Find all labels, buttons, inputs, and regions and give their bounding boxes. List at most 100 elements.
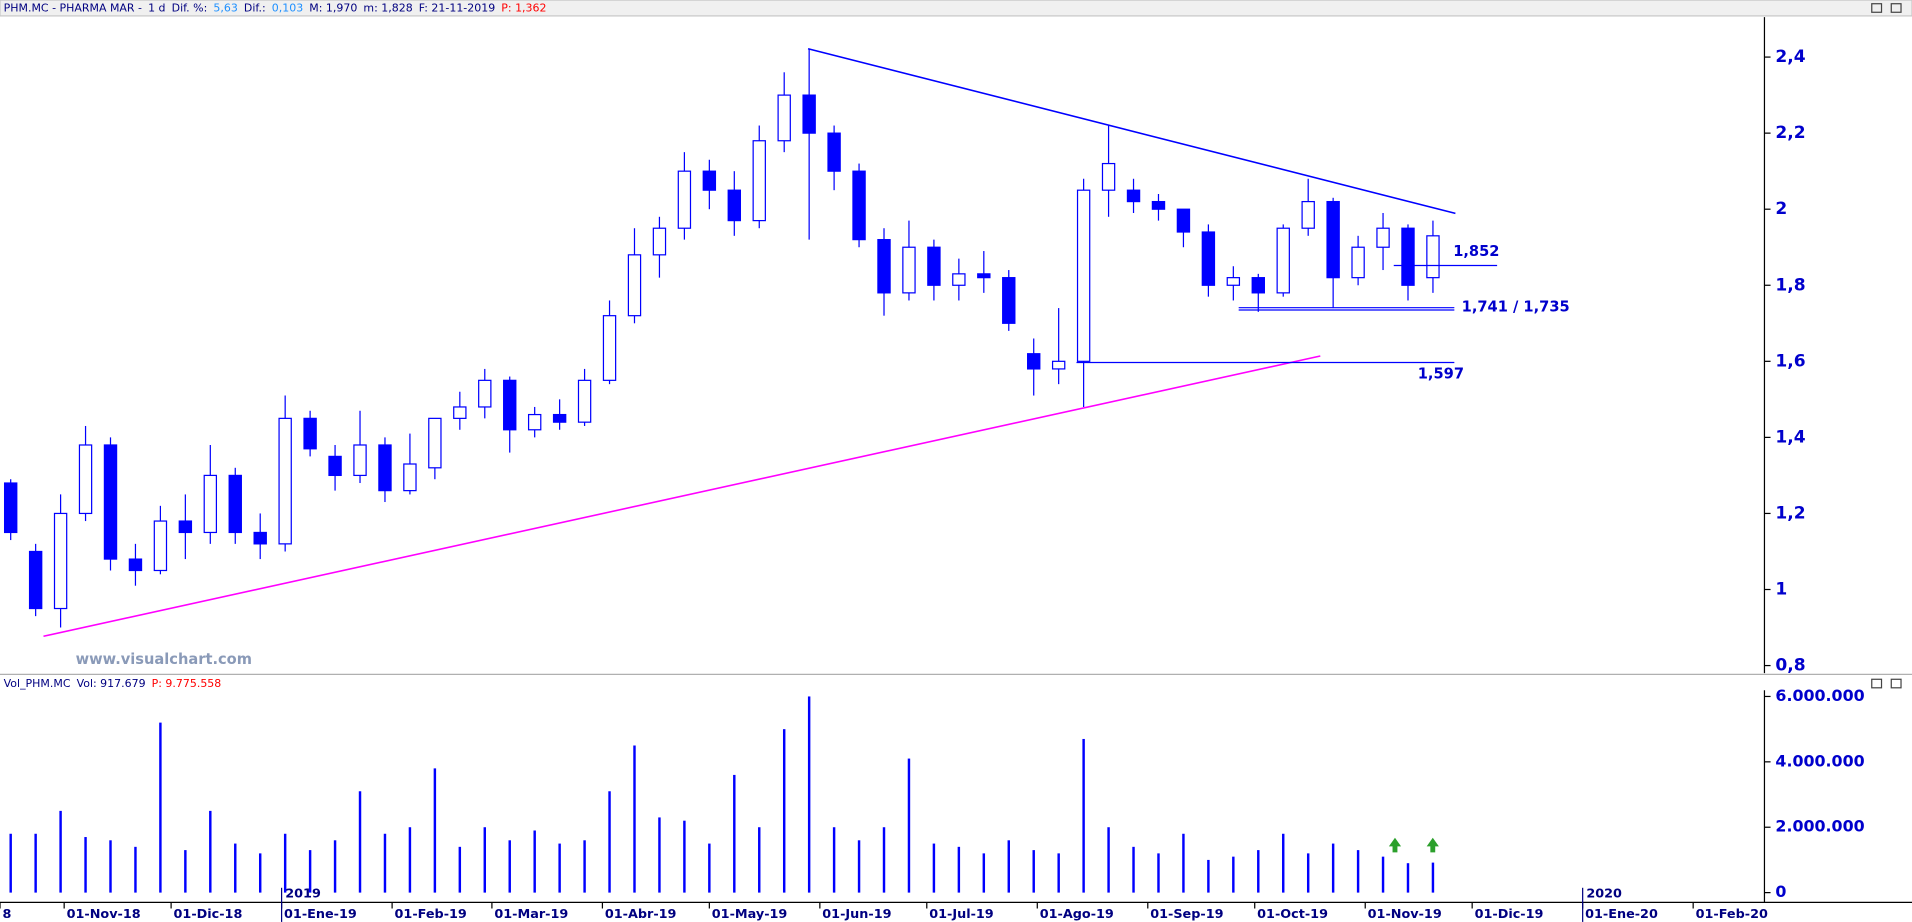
candle-body [228, 474, 242, 534]
candle-body [353, 444, 367, 477]
candle-body [203, 474, 218, 534]
x-tick-label: 01-Feb-20 [1696, 907, 1768, 922]
year-label: 2019 [285, 886, 321, 901]
candle-body [1051, 360, 1066, 370]
up-arrow-icon [1426, 837, 1439, 853]
volume-bar [1306, 853, 1310, 893]
x-tick-label: 01-Sep-19 [1150, 907, 1223, 922]
y-tick-label: 0 [1775, 882, 1786, 901]
candle-body [278, 417, 292, 545]
volume-bar [807, 696, 811, 893]
candle-body [702, 170, 717, 191]
volume-bar [982, 853, 986, 893]
candle-body [877, 239, 891, 294]
y-tick-label: 2,4 [1775, 47, 1805, 67]
minimize-button[interactable] [1871, 678, 1883, 689]
candle-body [1301, 200, 1315, 229]
x-tick-label: 8 [2, 907, 11, 922]
volume-bar [408, 827, 412, 893]
candle-body [1351, 246, 1365, 279]
volume-bar [1257, 850, 1260, 893]
volume-bar [608, 791, 611, 893]
header-text: Vol_PHM.MC Vol: 917.679 P: 9.775.558 [4, 677, 222, 690]
candle-body [977, 273, 991, 279]
candle-body [1276, 227, 1290, 294]
volume-bar [333, 840, 337, 893]
header-item: Dif. %: [172, 2, 208, 15]
volume-bar [932, 843, 936, 893]
candle-body [453, 406, 467, 419]
candle-body [403, 463, 417, 492]
candle-body [1176, 208, 1191, 233]
volume-bar [433, 768, 437, 893]
candle-body [178, 520, 193, 534]
candle-body [1027, 353, 1041, 370]
volume-bar [1406, 863, 1410, 893]
y-tick-label: 1,8 [1775, 275, 1805, 295]
trend-line [807, 47, 1456, 215]
volume-bar [1157, 853, 1160, 893]
candle-body [3, 482, 18, 534]
y-tick-label: 1 [1775, 580, 1787, 600]
level-label: 1,741 / 1,735 [1462, 299, 1570, 316]
candle-body [1401, 227, 1415, 286]
volume-bar [134, 846, 137, 893]
volume-bar [633, 745, 636, 893]
header-item: M: 1,970 [309, 2, 357, 15]
up-arrow-icon [1388, 837, 1402, 853]
volume-bar [34, 833, 37, 893]
candle-body [752, 140, 766, 222]
header-text: PHM.MC - PHARMA MAR - 1 d Dif. %: 5,63 Dif.:… [4, 2, 547, 15]
candle-body [952, 273, 966, 286]
y-tick-label: 1,4 [1775, 427, 1805, 447]
y-tick-label: 1,2 [1775, 503, 1805, 523]
header-item: F: 21-11-2019 [419, 2, 495, 15]
volume-bar [957, 846, 961, 893]
candle-body [28, 550, 43, 610]
candle-body [552, 413, 567, 423]
maximize-button[interactable] [1890, 3, 1902, 13]
maximize-button[interactable] [1890, 678, 1902, 689]
candle-body [103, 444, 118, 560]
trend-line [43, 355, 1321, 638]
volume-bar [1356, 850, 1360, 893]
candle-body [53, 512, 68, 610]
volume-bar [258, 853, 262, 893]
candle-body [627, 254, 642, 317]
candle-body [927, 246, 941, 286]
volume-bar [308, 850, 312, 893]
volume-bar [1132, 846, 1135, 893]
candle-body [478, 379, 492, 408]
volume-bar [1207, 859, 1210, 893]
volume-bar [1107, 827, 1110, 893]
volume-bar [683, 820, 686, 893]
volume-bar [508, 840, 511, 893]
volume-bar [1232, 856, 1235, 893]
x-tick-label: 01-Nov-19 [1368, 907, 1442, 922]
candle-body [802, 94, 816, 134]
volume-bar [782, 729, 786, 893]
header-item: 5,63 [213, 2, 237, 15]
minimize-button[interactable] [1871, 3, 1883, 13]
volume-bar [458, 846, 462, 893]
header-item: PHM.MC - PHARMA MAR - [4, 2, 142, 15]
y-tick-label: 0,8 [1775, 656, 1805, 676]
candle-body [602, 315, 617, 381]
volume-bar [483, 827, 486, 893]
candle-body [1251, 277, 1265, 294]
volume-bar [1082, 738, 1085, 893]
candle-body [1201, 231, 1216, 286]
volume-bar [184, 850, 187, 893]
candle-body [503, 379, 517, 431]
volume-bar [558, 843, 561, 893]
candle-body [527, 413, 542, 431]
candle-body [78, 444, 93, 515]
volume-bar [209, 810, 212, 893]
y-tick-label: 6.000.000 [1775, 686, 1864, 705]
volume-bar [1182, 833, 1185, 893]
x-tick-label: 01-Feb-19 [395, 907, 467, 922]
y-tick-label: 1,6 [1775, 351, 1805, 371]
volume-bar [59, 810, 62, 893]
x-tick-label: 01-Ago-19 [1040, 907, 1114, 922]
